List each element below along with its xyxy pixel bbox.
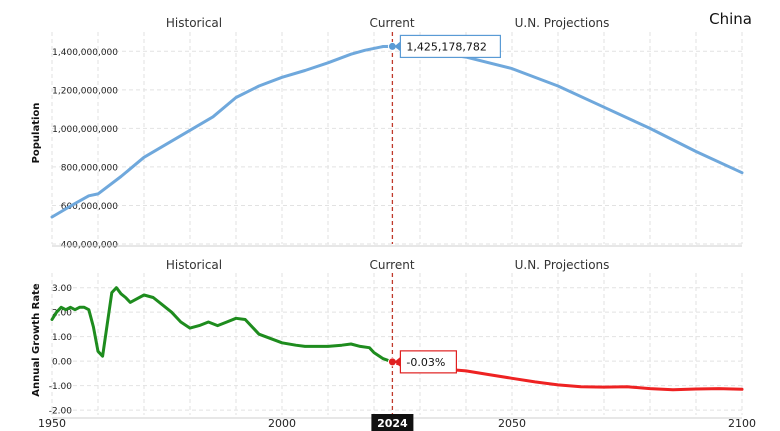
- bottom-ytick-label-5: 3.00: [52, 284, 72, 294]
- top-ytick-label-3: 1,000,000,000: [52, 125, 118, 135]
- bottom-ytick-label-2: 0.00: [52, 358, 72, 368]
- bottom-ytick-label-0: -2.00: [49, 407, 73, 417]
- top-ytick-label-5: 1,400,000,000: [52, 48, 118, 58]
- population-callout-label: 1,425,178,782: [406, 40, 486, 53]
- growth-callout-pointer: [394, 356, 401, 367]
- top-section-projections: U.N. Projections: [515, 16, 610, 30]
- x-tick-label-2000: 2000: [268, 417, 296, 430]
- growth-historical-line: [50, 286, 394, 364]
- bottom-section-current: Current: [369, 258, 414, 272]
- x-tick-label-1950: 1950: [38, 417, 66, 430]
- top-ytick-label-4: 1,200,000,000: [52, 86, 118, 96]
- population-callout-pointer: [394, 41, 401, 52]
- chart-title: China: [709, 10, 752, 28]
- top-ytick-label-1: 600,000,000: [61, 202, 119, 212]
- bottom-y-axis-label: Annual Growth Rate: [31, 283, 42, 397]
- bottom-section-projections: U.N. Projections: [515, 258, 610, 272]
- bottom-section-historical: Historical: [166, 258, 222, 272]
- growth-callout-label: -0.03%: [406, 356, 445, 369]
- x-tick-label-2050: 2050: [498, 417, 526, 430]
- bottom-ytick-label-1: -1.00: [49, 382, 73, 392]
- growth-callout-box: [399, 350, 457, 374]
- current-year-overlay: 1,425,178,782 -0.03% 2024: [371, 32, 501, 431]
- growth-rate-panel: -2.00 -1.00 0.00 1.00 2.00 3.00 1950 2000 2050 21…: [38, 273, 756, 430]
- bottom-ytick-label-3: 1.00: [52, 333, 72, 343]
- population-series-line: [50, 44, 744, 219]
- population-callout-box: [399, 34, 501, 59]
- top-section-current: Current: [369, 16, 414, 30]
- top-ytick-label-2: 800,000,000: [61, 163, 119, 173]
- current-year-badge-label: 2024: [377, 417, 408, 430]
- population-panel: 400,000,000600,000,000800,000,0001,000,0…: [50, 32, 744, 251]
- top-section-historical: Historical: [166, 16, 222, 30]
- bottom-ytick-label-4: 2.00: [52, 309, 72, 319]
- top-y-axis-label: Population: [31, 103, 42, 164]
- current-year-badge: [371, 414, 414, 431]
- x-tick-label-2100: 2100: [728, 417, 756, 430]
